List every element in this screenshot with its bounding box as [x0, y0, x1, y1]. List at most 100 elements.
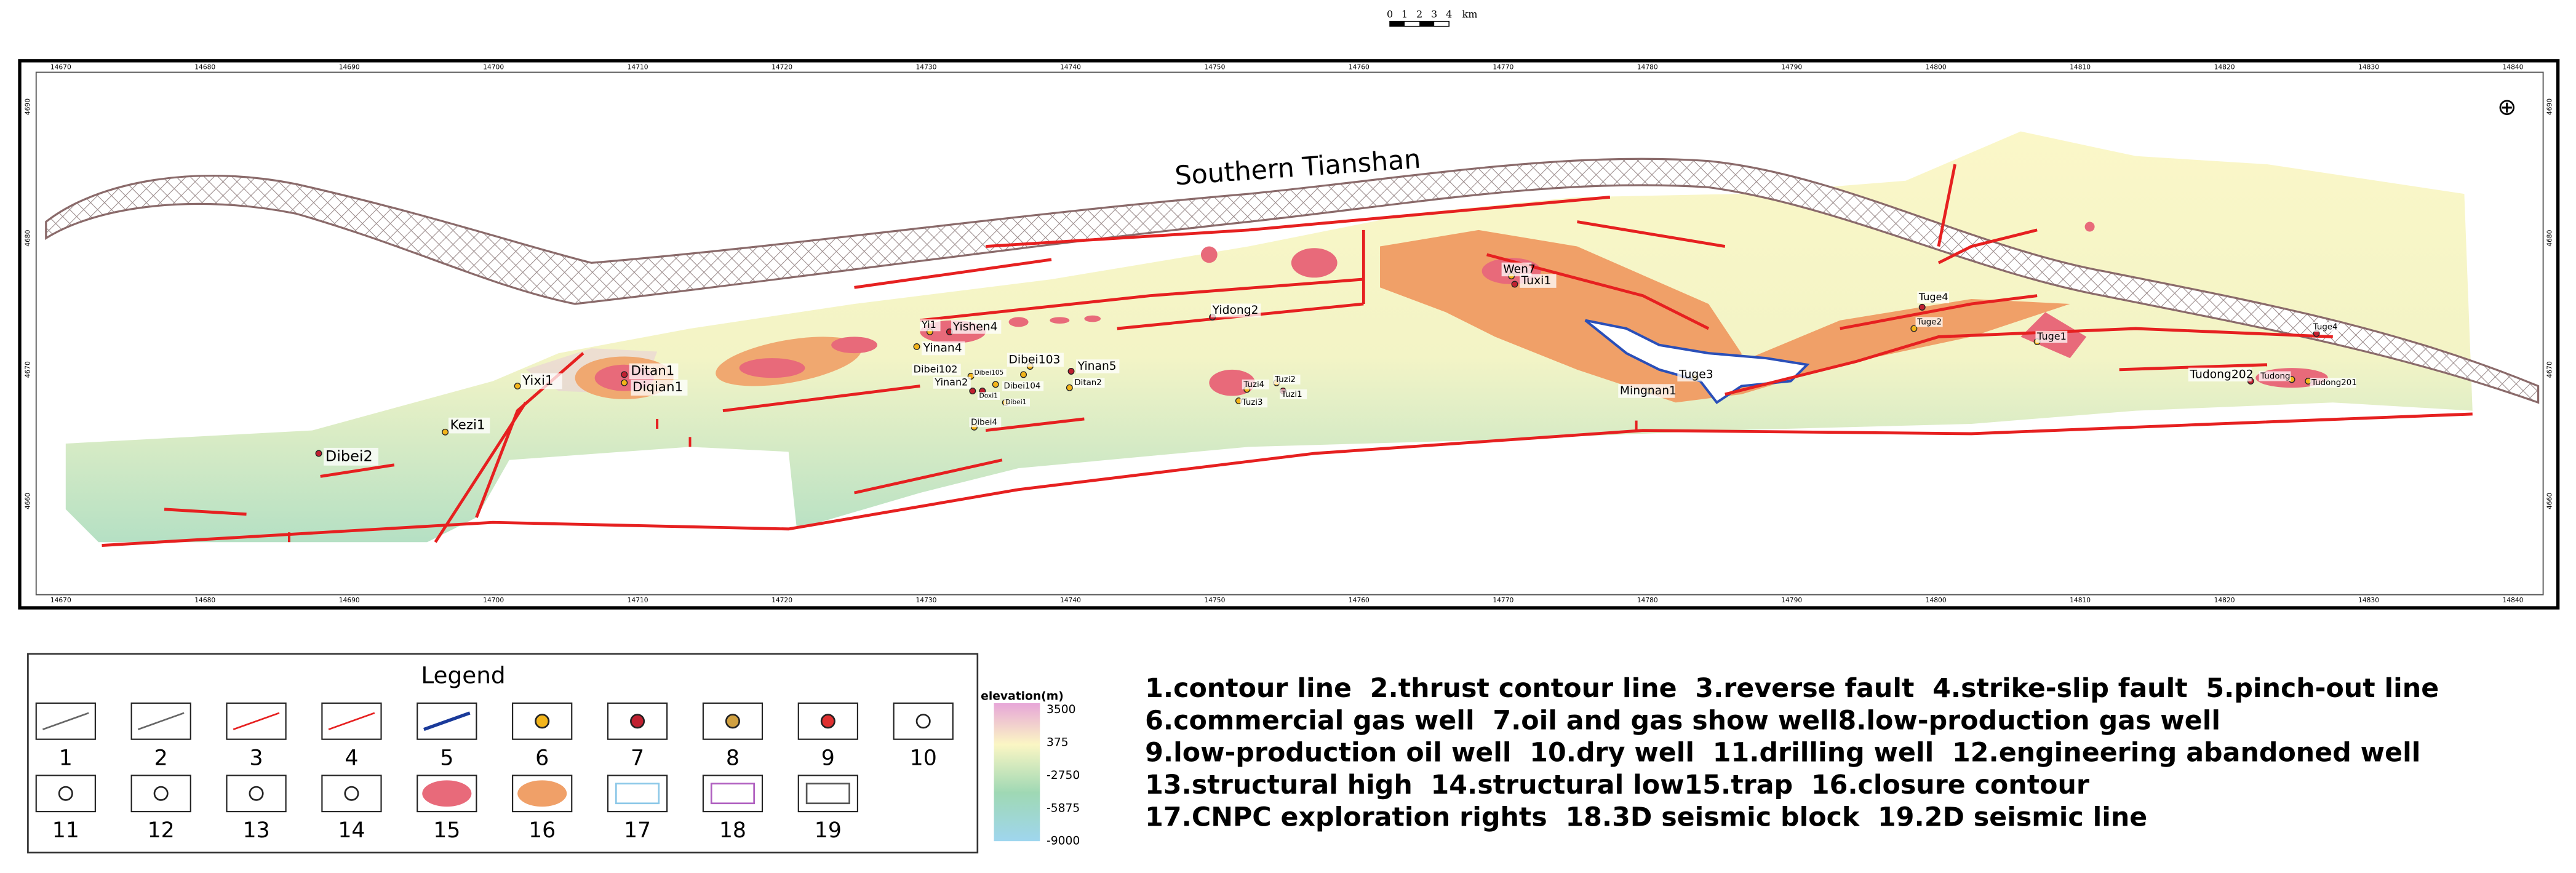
- legend-number: 3: [250, 746, 263, 771]
- fault-ticks: [287, 418, 1638, 543]
- legend-description: 6.commercial gas well 7.oil and gas show…: [1145, 705, 2220, 736]
- well-label-bg: [977, 392, 1000, 400]
- legend-icon-line: [233, 712, 280, 730]
- legend-icon-dot: [725, 714, 740, 729]
- legend-icon-box: [226, 775, 287, 813]
- legend-icon-box: [797, 775, 858, 813]
- x-tick-label: 14790: [1781, 596, 1802, 604]
- scale-unit: km: [1462, 9, 1478, 20]
- well-label-bg: [1072, 378, 1105, 388]
- x-tick-label: 14690: [339, 63, 360, 71]
- x-tick-label: 14720: [772, 596, 792, 604]
- well-label: Dibei105: [974, 369, 1003, 377]
- well-label-bg: [1273, 374, 1301, 385]
- well-label-bg: [933, 377, 971, 389]
- x-tick-label: 14830: [2358, 596, 2379, 604]
- well-symbol: [315, 450, 322, 457]
- x-tick-label: 14750: [1204, 63, 1225, 71]
- legend-description: 1.contour line 2.thrust contour line 3.r…: [1145, 673, 2439, 704]
- legend-icon-fill: [422, 780, 472, 807]
- well-label-bg: [1280, 389, 1307, 399]
- well-label-bg: [2311, 322, 2339, 332]
- x-tick-label: 14720: [772, 63, 792, 71]
- well-label: Tuge4: [2313, 322, 2338, 332]
- well-label: Mingnan1: [1620, 385, 1677, 397]
- x-tick-label: 14700: [483, 63, 504, 71]
- x-tick-label: 14700: [483, 596, 504, 604]
- x-tick-label: 14810: [2070, 63, 2091, 71]
- well-symbol: [1910, 325, 1918, 332]
- well-label-bg: [969, 417, 1002, 428]
- well-label: Dibei2: [325, 447, 373, 464]
- x-tick-label: 14710: [628, 596, 648, 604]
- x-tick-label: 14780: [1637, 63, 1658, 71]
- legend-number: 5: [440, 746, 453, 771]
- well-label: Yixi1: [522, 373, 553, 389]
- well-symbol: [621, 371, 628, 378]
- x-tick-label: 14790: [1781, 63, 1802, 71]
- well-label-bg: [1915, 317, 1943, 327]
- well-label-bg: [629, 363, 679, 380]
- well-symbol: [1511, 281, 1518, 288]
- legend-title: Legend: [421, 662, 505, 689]
- legend-number: 12: [148, 818, 175, 843]
- x-tick-label: 14750: [1204, 596, 1225, 604]
- well-label: Tuzi1: [1281, 390, 1302, 399]
- legend-description: 13.structural high 14.structural low15.t…: [1145, 770, 2089, 800]
- scale-label: 3: [1431, 9, 1437, 20]
- legend-icon-fill: [517, 780, 567, 807]
- well-label: Dibei102: [914, 363, 958, 375]
- legend-number: 13: [242, 818, 269, 843]
- x-tick-label: 14840: [2502, 63, 2523, 71]
- elevation-tick: -5875: [1047, 802, 1080, 815]
- legend-icon-dot: [535, 714, 550, 729]
- x-tick-label: 14810: [2070, 596, 2091, 604]
- legend-number: 11: [52, 818, 79, 843]
- well-symbol: [621, 379, 628, 386]
- legend-icon-line: [42, 712, 89, 730]
- well-label-bg: [1007, 353, 1064, 367]
- x-tick-label: 14730: [916, 596, 937, 604]
- legend-icon-dot: [820, 714, 835, 729]
- well-label-bg: [1501, 262, 1532, 277]
- legend-description: 17.CNPC exploration rights 18.3D seismic…: [1145, 802, 2147, 832]
- x-tick-label: 14740: [1060, 596, 1081, 604]
- legend-number: 4: [345, 746, 358, 771]
- well-label: Tudong: [2260, 372, 2290, 381]
- elevation-tick: 375: [1047, 736, 1069, 749]
- well-label: Kezi1: [450, 418, 485, 433]
- legend-icon-outline: [615, 783, 660, 805]
- legend-icon-line: [423, 711, 471, 731]
- legend-icon-outline: [805, 783, 850, 805]
- well-label-bg: [1618, 384, 1675, 398]
- faults: [102, 164, 2473, 547]
- well-label-bg: [1520, 274, 1557, 288]
- mountain-belt: [45, 157, 2540, 404]
- elevation-label: elevation(m): [981, 690, 1064, 703]
- legend-description: 9.low-production oil well 10.dry well 11…: [1145, 738, 2420, 768]
- well-label-bg: [1002, 381, 1044, 391]
- well-label-bg: [1677, 367, 1714, 382]
- well-label: Tuxi1: [1521, 274, 1552, 287]
- legend-icon-box: [702, 775, 764, 813]
- scale-label: 4: [1446, 9, 1452, 20]
- well-label: Wen7: [1503, 263, 1536, 276]
- well-label-bg: [951, 320, 1002, 334]
- x-tick-label: 14670: [50, 596, 71, 604]
- legend-number: 19: [815, 818, 842, 843]
- legend-icon-dot: [344, 786, 359, 801]
- legend-number: 15: [433, 818, 460, 843]
- x-tick-label: 14840: [2502, 596, 2523, 604]
- scale-label: 0: [1387, 9, 1393, 20]
- well-label-bg: [1917, 291, 1950, 303]
- well-label: Tuge3: [1678, 368, 1713, 381]
- well-label-bg: [912, 364, 961, 376]
- legend-number: 7: [631, 746, 644, 771]
- legend-icon-box: [893, 702, 954, 740]
- well-label: Dibei1: [1005, 398, 1026, 406]
- well-symbol: [442, 428, 449, 436]
- legend-number: 8: [726, 746, 740, 771]
- well-label-bg: [922, 341, 965, 356]
